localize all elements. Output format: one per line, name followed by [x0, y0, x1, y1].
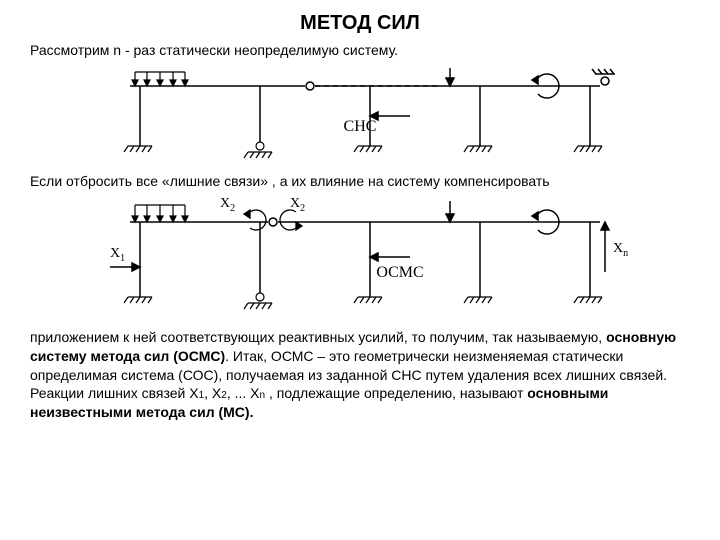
intro-text: Рассмотрим n - раз статически неопредели…	[30, 41, 690, 60]
middle-text: Если отбросить все «лишние связи» , а их…	[30, 172, 690, 191]
page-title: МЕТОД СИЛ	[30, 10, 690, 37]
xn-label: X	[613, 241, 623, 256]
svg-text:Xn: Xn	[613, 241, 628, 259]
x2-label-left: X	[220, 197, 230, 211]
x1-label: X	[110, 246, 120, 261]
bottom-paragraph: приложением к ней соответствующих реакти…	[30, 328, 690, 422]
diagram1-label: СНС	[344, 118, 377, 135]
svg-text:X1: X1	[110, 246, 125, 264]
svg-text:X2: X2	[220, 197, 235, 214]
diagram2-label: ОСМС	[376, 264, 423, 281]
diagram-snc: СНС	[30, 66, 690, 166]
x2-label-right: X	[290, 197, 300, 211]
diagram-osmc: X1 X2 X2 Xn ОСМС	[30, 197, 690, 322]
svg-text:X2: X2	[290, 197, 305, 214]
